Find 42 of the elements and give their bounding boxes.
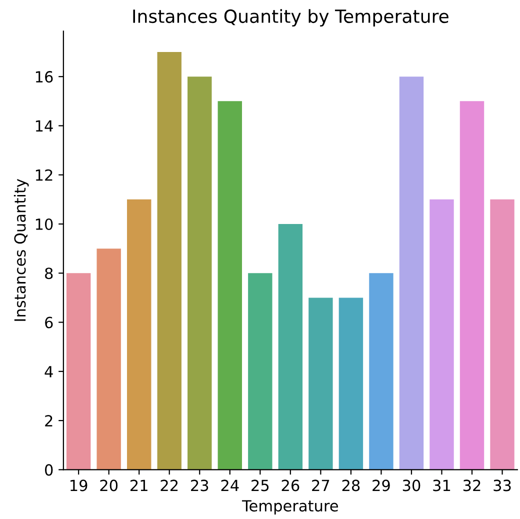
bar [218,101,242,470]
bar [96,248,121,470]
bar [157,52,182,470]
bar [399,76,424,470]
x-tick-label: 24 [221,480,239,492]
x-tick-label: 20 [100,480,118,492]
x-tick-label: 26 [282,480,300,492]
y-tick-label: 0 [45,464,53,476]
y-tick-label: 14 [36,120,53,132]
x-tick-label: 22 [160,480,178,492]
x-tick-label: 33 [494,480,511,492]
x-tick-label: 28 [342,480,360,492]
y-tick-label: 8 [45,268,53,280]
bar [248,273,272,470]
x-tick-label: 19 [70,480,88,492]
x-tick-label: 30 [402,480,420,492]
y-tick-label: 16 [36,71,53,83]
x-tick-label: 31 [433,480,450,492]
y-tick-label: 12 [36,169,52,181]
y-tick-label: 4 [44,366,53,378]
y-tick-label: 2 [45,415,52,426]
bar [338,298,364,470]
bar [308,298,333,470]
chart-title: Instances Quantity by Temperature [133,9,448,27]
bar [278,224,303,470]
x-tick-label: 21 [130,480,148,492]
x-tick-label: 27 [312,480,330,492]
x-axis-title: Temperature [242,500,338,515]
x-tick-label: 25 [252,480,269,492]
y-tick-label: 6 [45,316,53,328]
x-tick-label: 23 [191,480,208,492]
bar [188,76,212,470]
x-tick-label: 29 [372,480,390,492]
y-axis-title: Instances Quantity [14,178,29,321]
bar [430,199,454,470]
bar [126,199,152,470]
bar [460,101,484,470]
bar [369,273,394,470]
y-tick-label: 10 [36,218,53,230]
bar [490,199,514,470]
bar [66,273,91,470]
x-tick-label: 32 [463,480,480,492]
